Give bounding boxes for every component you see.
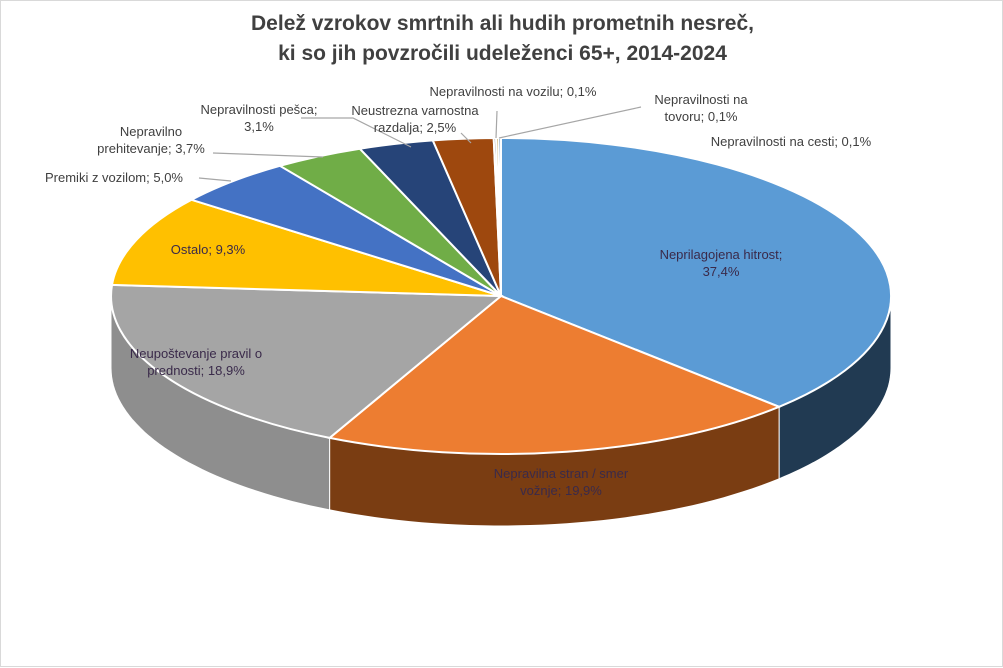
pie-slice-3 <box>110 283 504 439</box>
chart-title-line-1: Delež vzrokov smrtnih ali hudih prometni… <box>251 12 754 35</box>
pie-slice-4 <box>110 198 502 297</box>
data-label-7: Nepravilnosti pešca; 3,1% <box>200 102 317 134</box>
data-label-line2: prednosti; 18,9% <box>147 363 245 378</box>
data-label-10: Nepravilnosti na tovoru; 0,1% <box>654 92 748 124</box>
pie-slices <box>110 136 892 455</box>
data-label-line1: Neprilagojena hitrost; <box>660 247 783 262</box>
data-label-6: Nepravilno prehitevanje; 3,7% <box>97 124 205 156</box>
data-label-2: Nepravilna stran / smer vožnje; 19,9% <box>494 466 629 498</box>
data-label-9: Nepravilnosti na vozilu; 0,1% <box>430 84 597 99</box>
data-label-line2: prehitevanje; 3,7% <box>97 141 205 156</box>
leader-line-9 <box>495 110 498 139</box>
data-labels: Neprilagojena hitrost; 37,4% Nepravilna st… <box>45 84 872 498</box>
chart-title-line-2: ki so jih povzročili udeleženci 65+, 201… <box>278 42 727 65</box>
data-label-1: Neprilagojena hitrost; 37,4% <box>660 247 783 279</box>
data-label-5: Premiki z vozilom; 5,0% <box>45 170 183 185</box>
leader-line-5 <box>198 177 232 182</box>
data-label-8: Neustrezna varnostna razdalja; 2,5% <box>351 103 479 135</box>
data-label-line1: Ostalo; 9,3% <box>171 242 246 257</box>
data-label-line2: razdalja; 2,5% <box>374 120 457 135</box>
data-label-line1: Nepravilnosti na cesti; 0,1% <box>711 134 872 149</box>
pie-slice-1 <box>500 136 892 408</box>
data-label-11: Nepravilnosti na cesti; 0,1% <box>711 134 872 149</box>
data-label-line1: Premiki z vozilom; 5,0% <box>45 170 183 185</box>
leader-line-8 <box>460 132 472 144</box>
data-label-line2: 3,1% <box>244 119 274 134</box>
data-label-line1: Nepravilnosti na vozilu; 0,1% <box>430 84 597 99</box>
data-label-line1: Nepravilnosti pešca; <box>200 102 317 117</box>
data-label-3: Neupoštevanje pravil o prednosti; 18,9% <box>130 346 262 378</box>
data-label-line2: vožnje; 19,9% <box>520 483 602 498</box>
leader-line-10 <box>498 106 642 139</box>
data-label-line2: tovoru; 0,1% <box>665 109 738 124</box>
chart-title: Delež vzrokov smrtnih ali hudih prometni… <box>1 9 1003 69</box>
data-label-4: Ostalo; 9,3% <box>171 242 246 257</box>
leader-line-7 <box>301 117 412 148</box>
data-label-line1: Nepravilna stran / smer <box>494 466 629 481</box>
pie-slice-2 <box>327 294 782 455</box>
data-label-line1: Nepravilnosti na <box>654 92 748 107</box>
data-label-line1: Neupoštevanje pravil o <box>130 346 262 361</box>
data-label-line1: Neustrezna varnostna <box>351 103 479 118</box>
data-label-line1: Nepravilno <box>120 124 182 139</box>
data-label-line2: 37,4% <box>703 264 740 279</box>
leader-lines <box>198 106 642 182</box>
leader-line-6 <box>212 152 324 158</box>
